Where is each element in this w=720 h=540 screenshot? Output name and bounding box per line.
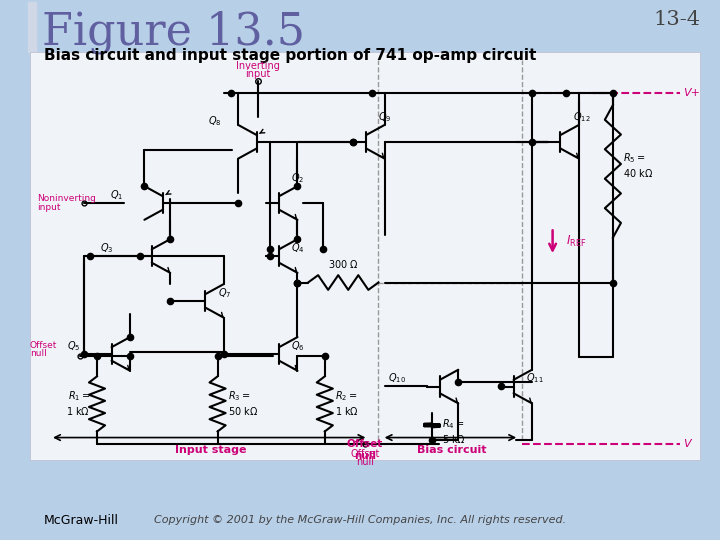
Text: null: null xyxy=(356,457,374,467)
Text: $R_5 =$
40 k$\Omega$: $R_5 =$ 40 k$\Omega$ xyxy=(623,151,653,179)
Text: $Q_9$: $Q_9$ xyxy=(379,110,392,124)
Text: $Q_3$: $Q_3$ xyxy=(100,241,114,255)
Text: $Q_2$: $Q_2$ xyxy=(292,172,305,185)
Text: Offset: Offset xyxy=(30,341,58,350)
Text: $R_2 =$
1 k$\Omega$: $R_2 =$ 1 k$\Omega$ xyxy=(335,389,359,417)
Text: Bias circuit and input stage portion of 741 op-amp circuit: Bias circuit and input stage portion of … xyxy=(44,48,536,63)
Text: null: null xyxy=(30,349,47,359)
Text: $Q_5$: $Q_5$ xyxy=(67,339,80,353)
Text: $Q_8$: $Q_8$ xyxy=(207,114,221,129)
Text: McGraw-Hill: McGraw-Hill xyxy=(44,514,119,526)
Text: $Q_{11}$: $Q_{11}$ xyxy=(526,372,544,386)
Bar xyxy=(28,2,36,52)
Text: Bias circuit: Bias circuit xyxy=(418,445,487,455)
Text: Input stage: Input stage xyxy=(175,445,247,455)
Text: $R_3 =$
50 k$\Omega$: $R_3 =$ 50 k$\Omega$ xyxy=(228,389,258,417)
Text: $Q_4$: $Q_4$ xyxy=(292,241,305,255)
Text: Inverting: Inverting xyxy=(236,61,280,71)
Text: $Q_{12}$: $Q_{12}$ xyxy=(572,110,590,124)
Text: input: input xyxy=(37,202,60,212)
Text: $Q_1$: $Q_1$ xyxy=(110,188,124,202)
Text: $R_1 =$
1 k$\Omega$: $R_1 =$ 1 k$\Omega$ xyxy=(66,389,90,417)
Text: 300 $\Omega$: 300 $\Omega$ xyxy=(328,258,359,270)
Text: Offset: Offset xyxy=(351,449,379,459)
Text: Noninverting: Noninverting xyxy=(37,194,96,204)
Text: input: input xyxy=(245,70,271,79)
Text: Copyright © 2001 by the McGraw-Hill Companies, Inc. All rights reserved.: Copyright © 2001 by the McGraw-Hill Comp… xyxy=(154,515,566,525)
Text: Figure 13.5: Figure 13.5 xyxy=(42,10,305,53)
Text: $Q_7$: $Q_7$ xyxy=(217,286,231,300)
Bar xyxy=(30,52,700,460)
Text: Offset
null: Offset null xyxy=(347,439,383,461)
Text: 13-4: 13-4 xyxy=(653,10,700,29)
Text: $Q_{10}$: $Q_{10}$ xyxy=(389,372,406,386)
Text: $Q_6$: $Q_6$ xyxy=(292,339,305,353)
Text: V: V xyxy=(683,438,691,449)
Text: $I_{\rm REF}$: $I_{\rm REF}$ xyxy=(566,234,587,249)
Text: V+: V+ xyxy=(683,88,701,98)
Text: $R_4 =$
5 k$\Omega$: $R_4 =$ 5 k$\Omega$ xyxy=(442,417,466,446)
